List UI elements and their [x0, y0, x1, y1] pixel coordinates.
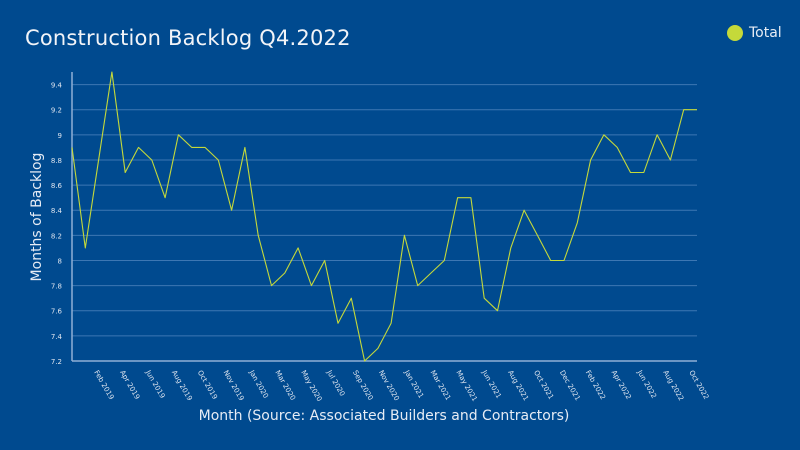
- x-axis-label: Month (Source: Associated Builders and C…: [199, 408, 570, 424]
- x-tick-label: Aug 2022: [661, 369, 685, 402]
- x-tick-label: Feb 2019: [92, 369, 115, 401]
- grid-lines: [72, 84, 697, 337]
- y-tick-label: 8.4: [51, 207, 63, 215]
- x-tick-label: Jul 2020: [325, 368, 347, 398]
- x-tick-label: May 2021: [454, 369, 478, 403]
- axes: [71, 72, 697, 362]
- y-tick-label: 9: [58, 132, 62, 140]
- x-tick-label: Nov 2019: [222, 369, 246, 402]
- series-layer: [71, 71, 697, 362]
- x-tick-label: Jun 2022: [635, 368, 658, 400]
- x-tick-label: Oct 2021: [532, 369, 555, 401]
- chart-title: Construction Backlog Q4.2022: [25, 26, 351, 50]
- y-tick-label: 7.2: [51, 358, 62, 366]
- y-tick-label: 9.4: [51, 82, 63, 90]
- x-tick-label: Dec 2021: [558, 369, 582, 402]
- series-line-total[interactable]: [71, 71, 697, 362]
- x-tick-label: Oct 2019: [196, 369, 219, 401]
- y-tick-label: 9.2: [51, 107, 62, 115]
- x-tick-label: Jan 2020: [247, 368, 270, 400]
- y-tick-label: 7.6: [51, 308, 63, 316]
- y-tick-label: 8: [58, 257, 62, 265]
- x-tick-label: Jun 2019: [144, 368, 167, 400]
- y-tick-labels: 7.2 7.4 7.6 7.8 8 8.2 8.4 8.6 8.8 9 9.2 9.4: [51, 82, 63, 366]
- x-tick-label: Aug 2021: [506, 369, 530, 402]
- legend-label-total: Total: [749, 25, 782, 41]
- y-tick-label: 7.8: [51, 283, 62, 291]
- x-tick-label: Sep 2020: [351, 369, 375, 402]
- y-axis-label: Months of Backlog: [29, 153, 45, 282]
- y-tick-label: 8.6: [51, 182, 63, 190]
- x-tick-label: Jun 2021: [480, 368, 503, 400]
- legend[interactable]: Total: [727, 25, 782, 41]
- x-tick-label: Mar 2020: [273, 369, 297, 402]
- x-tick-label: Apr 2019: [118, 369, 141, 401]
- x-tick-label: Mar 2021: [429, 369, 453, 402]
- x-tick-label: Apr 2022: [610, 369, 633, 401]
- x-tick-label: Jan 2021: [402, 368, 425, 400]
- y-tick-label: 8.2: [51, 232, 62, 240]
- y-tick-label: 8.8: [51, 157, 62, 165]
- x-tick-label: May 2020: [299, 369, 323, 403]
- x-tick-label: Aug 2019: [170, 369, 194, 402]
- x-tick-label: Nov 2020: [377, 369, 401, 402]
- y-tick-label: 7.4: [51, 333, 63, 341]
- legend-marker: [727, 25, 743, 41]
- x-tick-label: Feb 2022: [584, 369, 607, 401]
- x-tick-label: Oct 2022: [687, 369, 710, 401]
- x-tick-labels: Feb 2019 Apr 2019 Jun 2019 Aug 2019 Oct 2019…: [92, 368, 710, 403]
